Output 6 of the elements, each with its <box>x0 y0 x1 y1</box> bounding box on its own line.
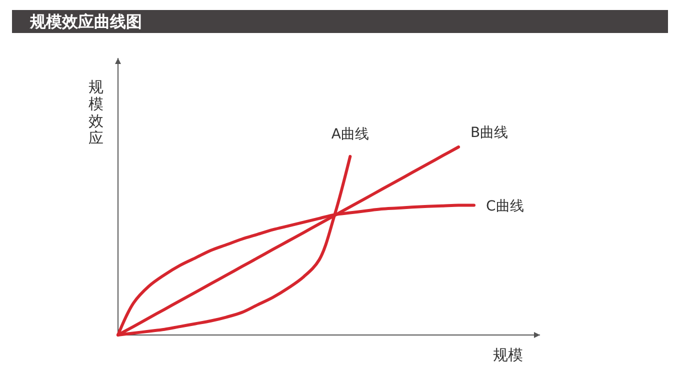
series-label: C曲线 <box>486 198 524 214</box>
x-axis-title: 规模 <box>493 346 523 364</box>
series-label: A曲线 <box>331 126 369 142</box>
chart-title: 规模效应曲线图 <box>29 12 142 31</box>
y-axis-title: 规模效应 <box>88 78 104 147</box>
series-label: B曲线 <box>470 125 508 141</box>
